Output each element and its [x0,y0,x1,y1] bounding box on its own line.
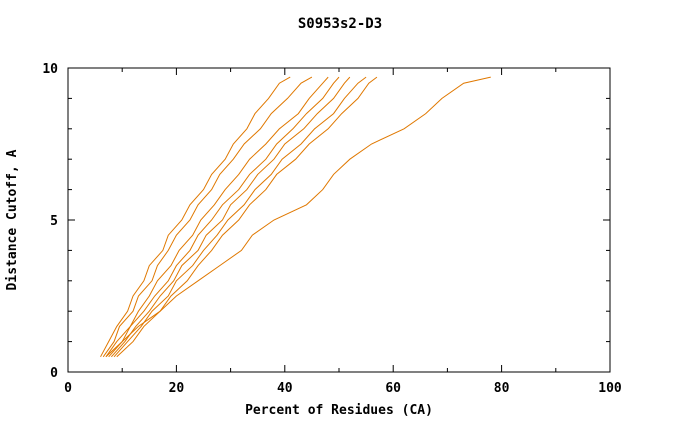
series-line-curve-4 [108,76,340,358]
x-tick-label: 60 [385,381,401,396]
series-line-curve-3 [105,76,329,358]
series-line-curve-7 [116,76,378,358]
x-tick-label: 100 [598,381,622,396]
series-line-curve-1 [100,76,291,358]
chart-title: S0953s2-D3 [298,16,382,32]
series-line-curve-6 [113,76,367,358]
y-tick-label: 10 [42,62,58,77]
x-tick-label: 0 [64,381,72,396]
y-tick-label: 0 [50,366,58,381]
y-axis-label: Distance Cutoff, A [5,149,20,290]
plot-area: 0 20 40 60 80 100 0 5 10 [42,62,622,396]
series-line-curve-5 [110,76,351,358]
plot-frame [67,67,611,373]
x-tick-label: 40 [277,381,293,396]
x-axis-label: Percent of Residues (CA) [245,403,433,418]
y-tick-label: 5 [50,214,58,229]
series-line-curve-outlier [105,76,491,358]
x-tick-label: 20 [169,381,185,396]
x-tick-label: 80 [494,381,510,396]
series-line-curve-2 [102,76,313,358]
